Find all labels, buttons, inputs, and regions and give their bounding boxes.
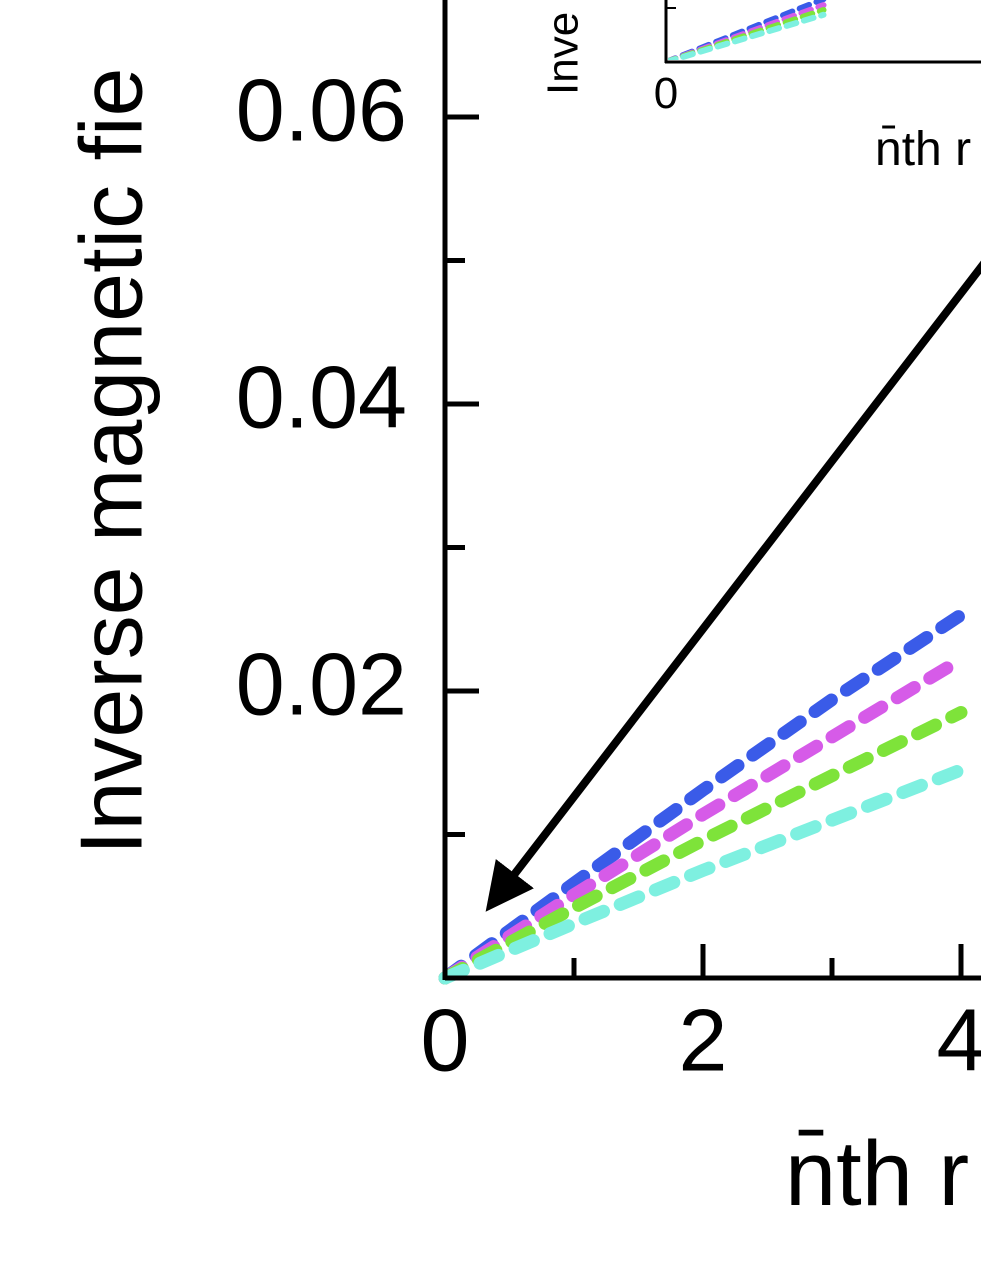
y-axis-label: Inverse magnetic fie xyxy=(61,68,160,856)
data-line xyxy=(438,706,968,985)
x-tick-label: 0 xyxy=(654,69,678,118)
arrow xyxy=(485,260,981,912)
y-tick-label: 0.04 xyxy=(236,347,407,446)
x-tick-label: 4 xyxy=(937,990,981,1089)
series-group xyxy=(668,0,827,60)
x-axis-label: n̄th r xyxy=(785,1123,969,1225)
inset-x-axis-label: n̄th r xyxy=(875,123,971,176)
x-tick-label: 2 xyxy=(679,990,728,1089)
data-line xyxy=(668,11,827,60)
data-line xyxy=(438,608,968,985)
x-tick-label: 0 xyxy=(421,990,470,1089)
y-tick-label: 0.02 xyxy=(236,634,407,733)
data-line xyxy=(438,652,968,985)
inset-y-axis-label: Inve xyxy=(539,12,588,95)
data-line xyxy=(438,763,968,985)
y-tick-label: 0.06 xyxy=(236,60,407,159)
plot-layer: 0 2 4 0.02 0.04 0.06 0 xyxy=(236,0,981,1089)
series-group xyxy=(438,608,968,985)
